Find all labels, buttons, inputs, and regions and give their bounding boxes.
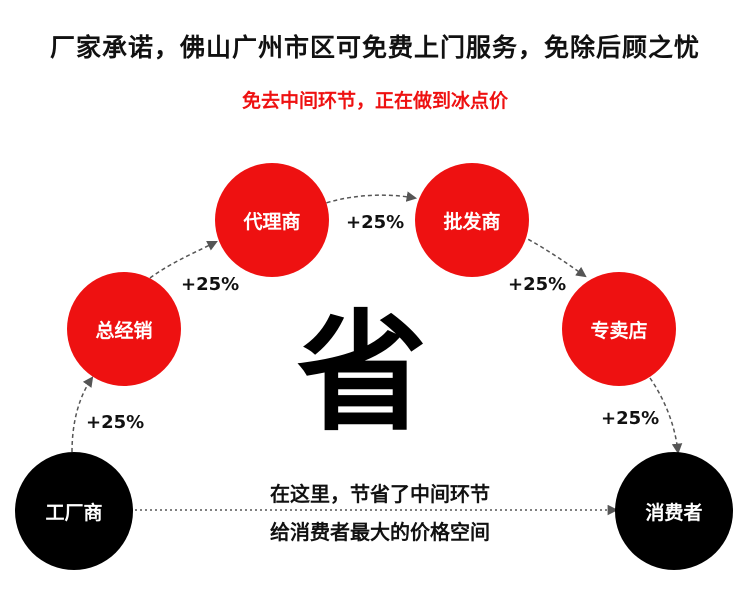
arrow-store-to-consumer	[649, 377, 683, 455]
node-consumer: 消费者	[615, 452, 733, 570]
markup-label-3: +25%	[346, 212, 405, 233]
node-store: 专卖店	[562, 272, 676, 386]
center-character: 省	[296, 297, 427, 449]
subheadline: 免去中间环节，正在做到冰点价	[241, 90, 508, 112]
node-wholesaler: 批发商	[415, 163, 529, 277]
arrow-factory-to-distributor	[71, 376, 94, 453]
markup-label-4: +25%	[508, 274, 567, 295]
node-agent: 代理商	[215, 163, 329, 277]
headline: 厂家承诺，佛山广州市区可免费上门服务，免除后顾之忧	[49, 33, 700, 62]
arrow-wholesaler-to-store	[521, 235, 587, 278]
node-general-distributor: 总经销	[67, 272, 181, 386]
note-line-1: 在这里，节省了中间环节	[270, 482, 490, 506]
arrow-distributor-to-agent	[149, 241, 218, 279]
arrow-agent-to-wholesaler	[319, 191, 418, 206]
note-line-2: 给消费者最大的价格空间	[270, 520, 490, 544]
node-factory: 工厂商	[15, 452, 133, 570]
markup-label-5: +25%	[601, 408, 660, 429]
markup-label-2: +25%	[181, 274, 240, 295]
markup-label-1: +25%	[86, 412, 145, 433]
